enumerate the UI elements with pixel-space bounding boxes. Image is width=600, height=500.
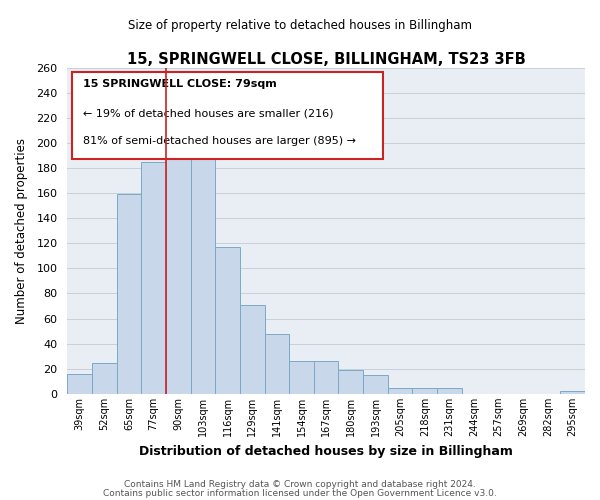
Bar	[73, 72, 383, 159]
Bar	[388, 388, 412, 394]
X-axis label: Distribution of detached houses by size in Billingham: Distribution of detached houses by size …	[139, 444, 513, 458]
Bar	[116, 194, 141, 394]
Y-axis label: Number of detached properties: Number of detached properties	[15, 138, 28, 324]
Title: 15, SPRINGWELL CLOSE, BILLINGHAM, TS23 3FB: 15, SPRINGWELL CLOSE, BILLINGHAM, TS23 3…	[127, 52, 526, 68]
Bar	[67, 374, 92, 394]
Bar	[265, 334, 289, 394]
Bar	[240, 305, 265, 394]
Bar	[215, 247, 240, 394]
Bar	[560, 392, 585, 394]
Text: 15 SPRINGWELL CLOSE: 79sqm: 15 SPRINGWELL CLOSE: 79sqm	[83, 79, 277, 89]
Bar	[141, 162, 166, 394]
Text: Contains public sector information licensed under the Open Government Licence v3: Contains public sector information licen…	[103, 489, 497, 498]
Bar	[314, 361, 338, 394]
Bar	[289, 361, 314, 394]
Bar	[437, 388, 462, 394]
Text: Contains HM Land Registry data © Crown copyright and database right 2024.: Contains HM Land Registry data © Crown c…	[124, 480, 476, 489]
Text: Size of property relative to detached houses in Billingham: Size of property relative to detached ho…	[128, 20, 472, 32]
Bar	[191, 124, 215, 394]
Bar	[166, 132, 191, 394]
Text: 81% of semi-detached houses are larger (895) →: 81% of semi-detached houses are larger (…	[83, 136, 356, 146]
Bar	[363, 375, 388, 394]
Bar	[412, 388, 437, 394]
Bar	[92, 362, 116, 394]
Bar	[338, 370, 363, 394]
Text: ← 19% of detached houses are smaller (216): ← 19% of detached houses are smaller (21…	[83, 108, 334, 118]
